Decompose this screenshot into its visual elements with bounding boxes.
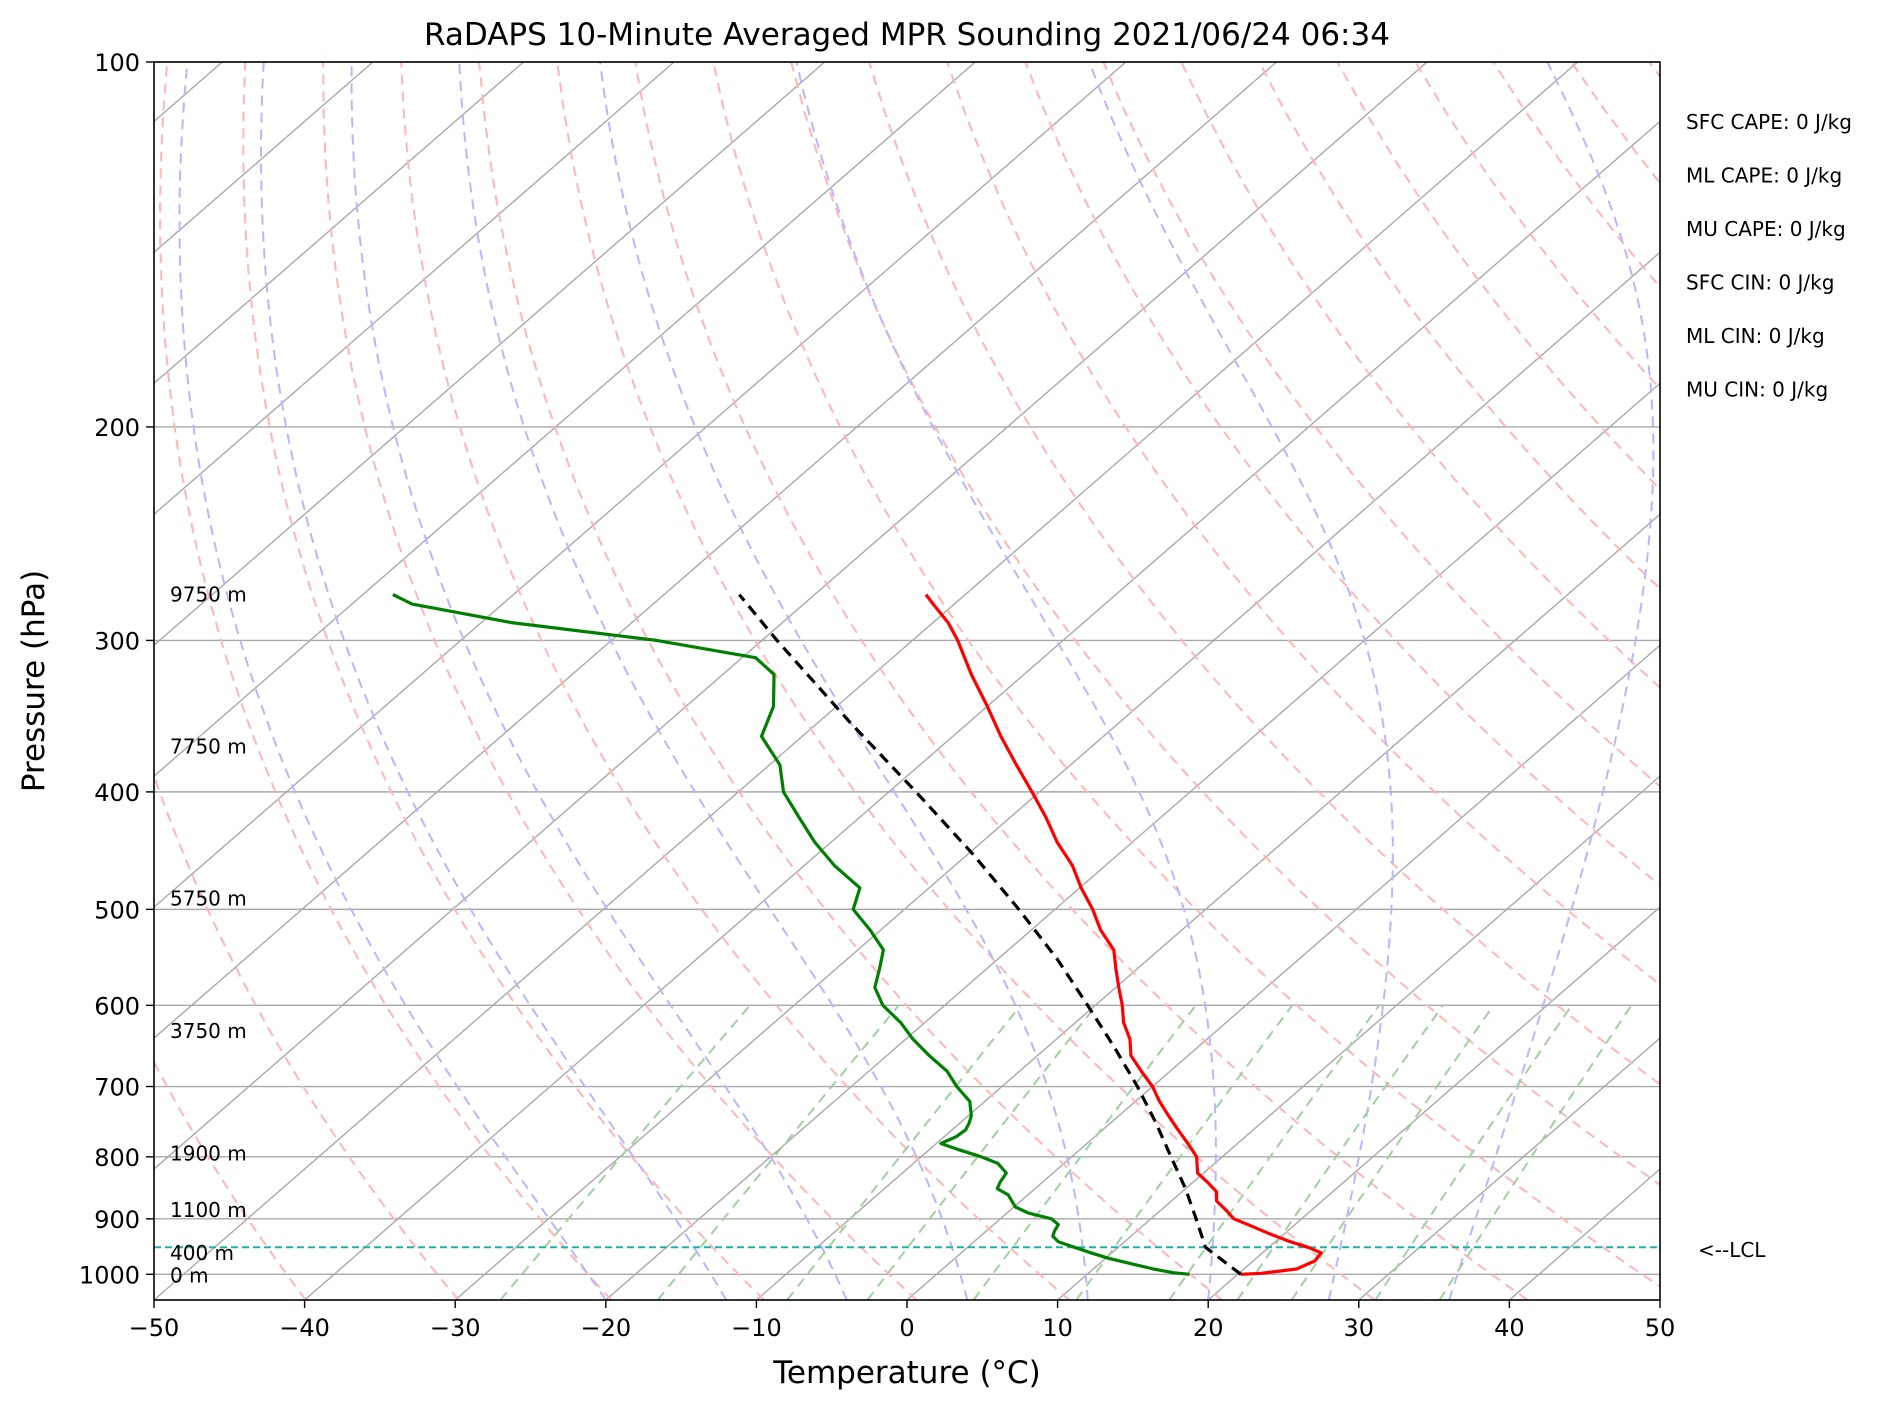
isotherm-line <box>154 62 675 516</box>
height-label: 5750 m <box>170 887 247 911</box>
isotherm-line <box>154 62 1277 1040</box>
isotherm-line <box>154 62 1127 909</box>
x-tick-label: 20 <box>1193 1314 1224 1342</box>
dry-adiabat <box>154 1059 307 1300</box>
chart-title: RaDAPS 10-Minute Averaged MPR Sounding 2… <box>424 17 1390 53</box>
stability-index: ML CAPE: 0 J/kg <box>1686 164 1842 188</box>
moist-adiabat <box>178 62 607 1300</box>
x-axis-label: Temperature (°C) <box>772 1355 1041 1391</box>
height-labels: 9750 m 7750 m 5750 m 3750 m 1900 m 1100 m 400 … <box>170 583 247 1288</box>
dry-adiabat <box>478 62 1223 1300</box>
moist-adiabat <box>1448 62 1655 1300</box>
stability-index: SFC CIN: 0 J/kg <box>1686 271 1834 295</box>
mixing-ratio-line <box>1374 1004 1573 1300</box>
isotherm-line <box>154 62 524 385</box>
stability-index: MU CIN: 0 J/kg <box>1686 378 1828 402</box>
height-label: 400 m <box>170 1241 234 1265</box>
mixing-ratio-line <box>972 1004 1197 1300</box>
y-tick-label: 1000 <box>79 1261 140 1289</box>
moist-adiabat <box>795 62 1217 1300</box>
isotherm-line <box>154 62 1579 1300</box>
x-tick-label: 40 <box>1494 1314 1525 1342</box>
x-tick-label: −20 <box>580 1314 631 1342</box>
stability-index: SFC CAPE: 0 J/kg <box>1686 110 1852 134</box>
lcl-label: <--LCL <box>1698 1238 1766 1262</box>
temperature-line <box>924 593 1323 1276</box>
x-axis-ticks: −50 −40 −30 −20 −10 0 10 20 30 40 50 <box>129 1300 1676 1342</box>
x-tick-label: 50 <box>1645 1314 1676 1342</box>
stability-index: ML CIN: 0 J/kg <box>1686 324 1825 348</box>
dry-adiabat <box>242 62 765 1300</box>
y-tick-label: 800 <box>94 1144 140 1172</box>
y-tick-label: 400 <box>94 779 140 807</box>
mixing-ratio-line <box>1236 1004 1444 1300</box>
parcel-line <box>738 593 1242 1276</box>
x-tick-label: −50 <box>129 1314 180 1342</box>
mixing-ratio-line <box>866 1004 1097 1300</box>
moist-adiabat <box>259 62 728 1300</box>
isotherm-line <box>1358 1037 1660 1300</box>
dry-adiabat <box>159 62 612 1300</box>
height-label: 3750 m <box>170 1019 247 1043</box>
mixing-ratio-line <box>1168 1004 1380 1300</box>
dry-adiabat <box>556 62 1376 1300</box>
isotherm-line <box>304 120 1660 1300</box>
dry-adiabat <box>634 62 1529 1300</box>
x-tick-label: −30 <box>430 1314 481 1342</box>
mixing-ratio-line <box>1290 1004 1495 1300</box>
dry-adiabat <box>790 62 1660 1186</box>
moist-adiabat <box>1088 62 1394 1300</box>
y-tick-label: 100 <box>94 49 140 77</box>
moist-adiabat <box>458 62 969 1300</box>
height-label: 1900 m <box>170 1142 247 1166</box>
dry-adiabat <box>1102 62 1660 788</box>
dry-adiabat <box>712 62 1660 1288</box>
y-tick-label: 900 <box>94 1206 140 1234</box>
isotherm-line <box>454 251 1660 1300</box>
isotherm-line <box>605 382 1660 1300</box>
y-axis-ticks: 100 200 300 400 500 600 700 800 900 1000 <box>79 49 154 1289</box>
y-tick-label: 600 <box>94 992 140 1020</box>
x-tick-label: 30 <box>1344 1314 1375 1342</box>
y-tick-label: 300 <box>94 627 140 655</box>
dry-adiabat <box>322 62 918 1300</box>
isotherm-line <box>1057 775 1660 1300</box>
y-tick-label: 700 <box>94 1074 140 1102</box>
height-label: 7750 m <box>170 735 247 759</box>
isotherm-line <box>154 62 976 778</box>
dry-adiabat <box>400 62 1071 1300</box>
height-label: 1100 m <box>170 1198 247 1222</box>
y-tick-label: 500 <box>94 896 140 924</box>
isotherm-line <box>1207 906 1660 1300</box>
x-tick-label: 0 <box>899 1314 914 1342</box>
isotherm-line <box>906 644 1660 1300</box>
series-layer <box>392 593 1323 1276</box>
grid-layer <box>154 62 1660 1300</box>
dry-adiabat <box>868 62 1660 1086</box>
x-tick-label: −40 <box>279 1314 330 1342</box>
isotherm-line <box>755 513 1660 1300</box>
height-label: 0 m <box>170 1263 209 1287</box>
mixing-ratio-line <box>786 1004 1022 1300</box>
height-label: 9750 m <box>170 583 247 607</box>
y-tick-label: 200 <box>94 414 140 442</box>
isotherm-line <box>154 62 826 647</box>
stability-index: MU CAPE: 0 J/kg <box>1686 217 1846 241</box>
x-tick-label: −10 <box>731 1314 782 1342</box>
mixing-ratio-line <box>1438 1004 1633 1300</box>
isotherm-line <box>154 62 1428 1170</box>
dewpoint-line <box>392 593 1190 1276</box>
dry-adiabat <box>1258 62 1660 590</box>
stability-indices: SFC CAPE: 0 J/kg ML CAPE: 0 J/kg MU CAPE: … <box>1686 110 1852 402</box>
mixing-ratio-line <box>1075 1004 1294 1300</box>
dry-adiabat <box>154 772 460 1300</box>
x-tick-label: 10 <box>1042 1314 1073 1342</box>
moist-adiabat <box>599 62 1089 1300</box>
y-axis-label: Pressure (hPa) <box>16 570 52 792</box>
